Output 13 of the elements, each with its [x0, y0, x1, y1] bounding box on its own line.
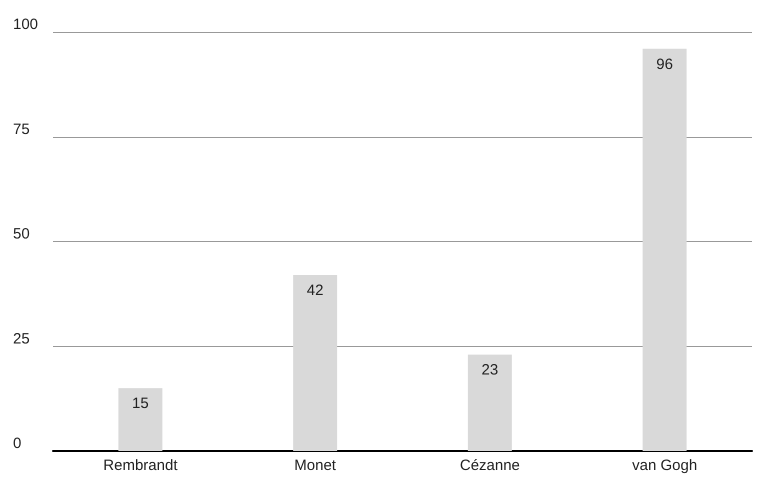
x-tick-label: van Gogh — [632, 457, 698, 474]
y-tick-label: 100 — [13, 16, 38, 33]
y-tick-label: 25 — [13, 330, 30, 348]
data-label: 42 — [306, 282, 324, 300]
data-label: 15 — [132, 395, 149, 412]
x-tick-label: Rembrandt — [103, 457, 178, 474]
y-tick-label: 50 — [13, 226, 30, 242]
y-tick-label: 75 — [13, 120, 30, 138]
data-label: 96 — [656, 56, 673, 73]
y-tick-label: 0 — [13, 435, 22, 452]
x-tick-label: Monet — [294, 457, 337, 474]
x-tick-label: Cézanne — [460, 457, 520, 474]
data-label: 23 — [482, 362, 498, 379]
